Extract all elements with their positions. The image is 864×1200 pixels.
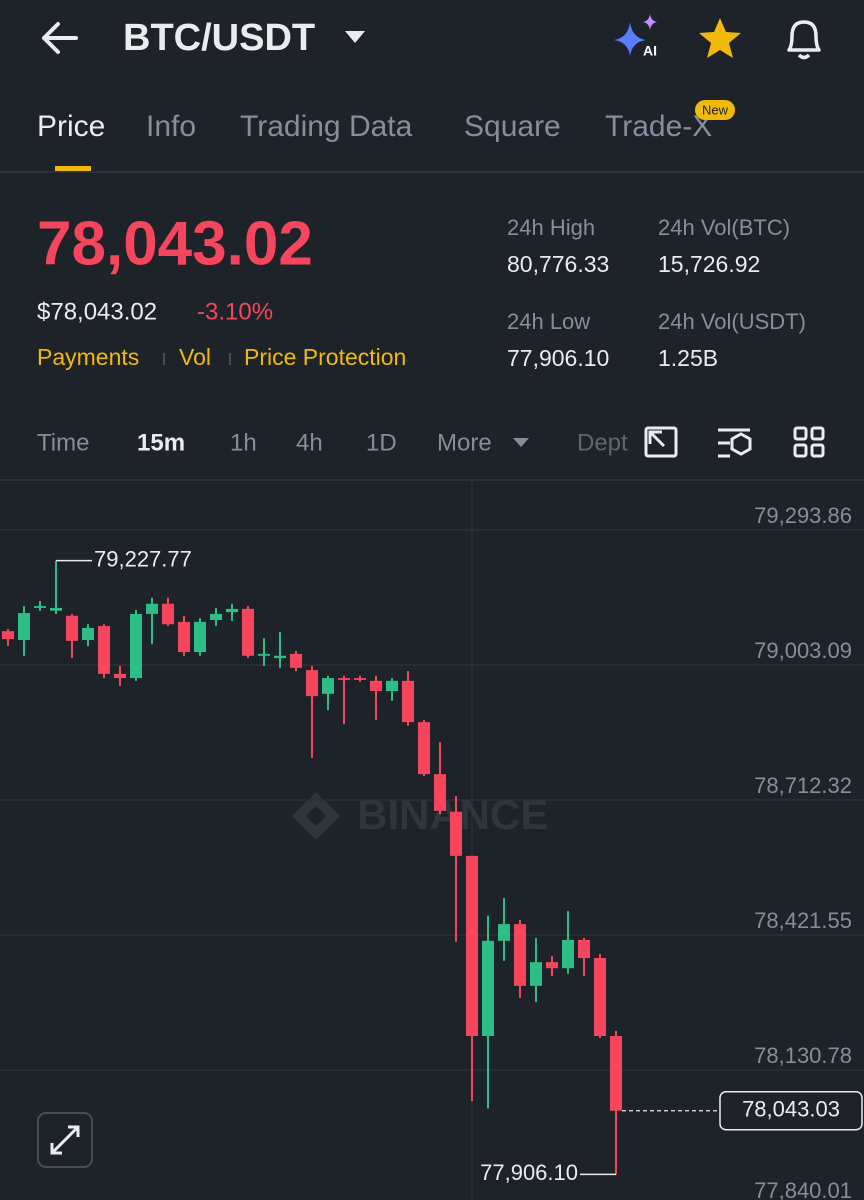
candle-body [274, 655, 286, 659]
min-label: 77,906.10 [480, 1160, 578, 1185]
y-tick-label: 78,712.32 [754, 773, 852, 798]
last-price-box [719, 1090, 863, 1131]
usd-price: $78,043.02 [37, 298, 157, 325]
candle-body [562, 939, 574, 969]
tab[interactable]: Price [37, 110, 105, 143]
stat-value: 1.25B [658, 345, 718, 371]
candle-body [466, 855, 478, 1037]
max-label: 79,227.77 [94, 546, 192, 571]
candle-body [130, 613, 142, 679]
candle-body [210, 613, 222, 621]
candle-body [34, 606, 46, 608]
candle-body [546, 962, 558, 969]
candle-body [482, 940, 494, 1037]
interval[interactable]: Time [37, 429, 89, 456]
tag[interactable]: Vol [179, 344, 211, 370]
candle-body [578, 939, 590, 959]
toolbar-icon[interactable] [644, 426, 678, 458]
y-tick-label: 79,293.86 [754, 503, 852, 528]
candle-body [370, 680, 382, 692]
favorite-button[interactable] [699, 18, 741, 58]
candle-body [82, 627, 94, 640]
pair-title[interactable]: BTC/USDT [123, 17, 315, 59]
candle-body [290, 653, 302, 668]
tab[interactable]: Square [464, 110, 561, 143]
tag[interactable]: Payments [37, 344, 139, 370]
candle-body [258, 653, 270, 656]
candle-body [98, 626, 110, 674]
candle-body [594, 958, 606, 1037]
interval[interactable]: 1D [366, 429, 397, 456]
interval[interactable]: Dept [577, 429, 628, 456]
alert-button[interactable] [787, 20, 821, 60]
y-tick-label: 78,130.78 [754, 1043, 852, 1068]
last-price: 78,043.02 [37, 209, 313, 278]
candle-body [226, 608, 238, 613]
back-button[interactable] [42, 22, 78, 54]
last-price-label: 78,043.03 [742, 1097, 840, 1122]
y-tick-label: 77,840.01 [754, 1178, 852, 1200]
candle-body [338, 678, 350, 680]
candle-body [354, 678, 366, 680]
tag[interactable]: Price Protection [244, 344, 406, 370]
candle-body [306, 670, 318, 697]
candle-body [66, 615, 78, 641]
candle-body [498, 924, 510, 941]
candle-body [178, 621, 190, 653]
pair-dropdown[interactable] [345, 31, 365, 43]
tab[interactable]: Trading Data [240, 110, 413, 143]
new-badge-text: New [702, 102, 729, 117]
stat-label: 24h High [507, 215, 595, 240]
candle-body [402, 680, 414, 723]
stat-label: 24h Low [507, 309, 590, 334]
candle-body [2, 631, 14, 640]
candle-body [386, 680, 398, 692]
watermark: BINANCE [292, 791, 548, 840]
candle-body [530, 962, 542, 986]
new-badge [695, 100, 735, 120]
candle-body [18, 613, 30, 640]
interval[interactable]: 1h [230, 429, 257, 456]
interval-active[interactable]: 15m [137, 429, 185, 456]
candle-body [434, 774, 446, 811]
y-tick-label: 78,421.55 [754, 908, 852, 933]
price-change: -3.10% [197, 298, 273, 325]
toolbar-icon[interactable] [718, 428, 752, 458]
more-dropdown[interactable] [513, 438, 529, 447]
candlestick-chart [0, 529, 864, 1175]
candle-body [610, 1036, 622, 1111]
stat-label: 24h Vol(USDT) [658, 309, 806, 334]
ai-icon-text: AI [643, 43, 657, 59]
toolbar-icon[interactable] [793, 426, 825, 458]
tag-separator [229, 353, 231, 365]
stat-label: 24h Vol(BTC) [658, 215, 790, 240]
candle-body [194, 621, 206, 653]
candle-body [114, 673, 126, 679]
candle-body [242, 608, 254, 656]
stat-value: 15,726.92 [658, 251, 760, 277]
candle-body [50, 607, 62, 611]
candle-body [450, 811, 462, 856]
tab[interactable]: Trade-X [605, 110, 712, 143]
candle-body [162, 603, 174, 625]
stat-value: 80,776.33 [507, 251, 609, 277]
tag-separator [163, 353, 165, 365]
candle-body [418, 722, 430, 775]
candle-body [146, 603, 158, 614]
expand-button[interactable] [37, 1112, 93, 1168]
stat-value: 77,906.10 [507, 345, 609, 371]
tab[interactable]: Info [146, 110, 196, 143]
interval[interactable]: 4h [296, 429, 323, 456]
candle-body [514, 924, 526, 986]
y-tick-label: 79,003.09 [754, 638, 852, 663]
candle-body [322, 678, 334, 694]
interval[interactable]: More [437, 429, 492, 456]
ai-button[interactable]: AI [614, 14, 657, 59]
active-tab-indicator [55, 166, 91, 171]
